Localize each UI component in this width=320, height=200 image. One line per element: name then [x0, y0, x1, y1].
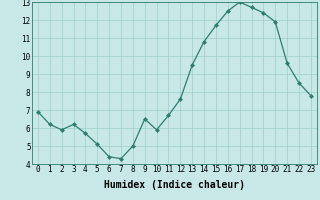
X-axis label: Humidex (Indice chaleur): Humidex (Indice chaleur): [104, 180, 245, 190]
